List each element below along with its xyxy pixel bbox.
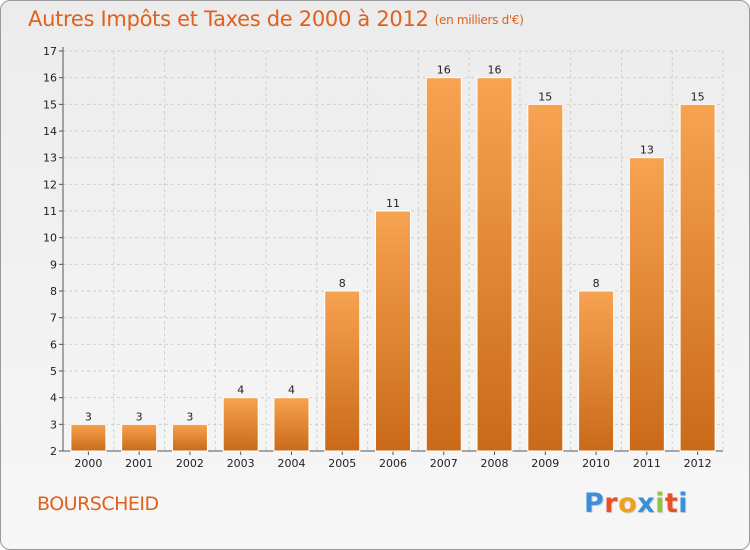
bar xyxy=(476,77,513,452)
region-name: BOURSCHEID xyxy=(37,493,159,515)
x-tick-label: 2002 xyxy=(176,457,204,470)
y-tick-label: 3 xyxy=(50,418,57,431)
x-tick-label: 2003 xyxy=(227,457,255,470)
data-label: 3 xyxy=(85,410,92,423)
x-tick-label: 2011 xyxy=(633,457,661,470)
chart-title: Autres Impôts et Taxes de 2000 à 2012 (en… xyxy=(28,7,524,31)
bar xyxy=(375,210,411,452)
chart-unit: (en milliers d'€) xyxy=(434,13,524,27)
x-tick-label: 2009 xyxy=(531,457,559,470)
data-label: 4 xyxy=(288,384,295,397)
logo-letter: r xyxy=(604,488,619,519)
y-tick-label: 7 xyxy=(50,312,57,325)
data-label: 8 xyxy=(339,277,346,290)
y-tick-label: 16 xyxy=(43,72,57,85)
logo-letter: t xyxy=(664,488,679,519)
y-tick-label: 6 xyxy=(50,338,57,351)
data-label: 15 xyxy=(691,90,705,103)
data-label: 13 xyxy=(640,144,654,157)
y-tick-label: 2 xyxy=(50,445,57,458)
proxiti-logo: Proxiti xyxy=(584,488,688,519)
x-tick-label: 2004 xyxy=(277,457,305,470)
logo-letter: i xyxy=(678,488,689,519)
bar xyxy=(324,290,361,452)
x-tick-label: 2001 xyxy=(125,457,153,470)
y-tick-label: 15 xyxy=(43,98,57,111)
logo-letter: o xyxy=(618,488,638,519)
labels: 2 3 4 5 6 7 8 9 10 11 12 13 14 15 16 17 3 2000 3 2001 3 2002 4… xyxy=(43,45,712,470)
y-tick-label: 4 xyxy=(50,392,57,405)
bar xyxy=(70,423,107,452)
logo-letter: x xyxy=(637,488,656,519)
bar xyxy=(121,423,158,452)
y-tick-label: 11 xyxy=(43,205,57,218)
data-label: 3 xyxy=(136,410,143,423)
data-label: 4 xyxy=(237,384,244,397)
y-tick-label: 12 xyxy=(43,178,57,191)
x-tick-label: 2000 xyxy=(74,457,102,470)
bar xyxy=(578,290,615,452)
logo-letter: i xyxy=(655,488,665,519)
data-label: 11 xyxy=(386,197,400,210)
bar xyxy=(171,423,208,452)
bar xyxy=(273,397,310,452)
y-tick-label: 13 xyxy=(43,152,57,165)
y-tick-label: 5 xyxy=(50,365,57,378)
data-label: 15 xyxy=(538,90,552,103)
x-tick-label: 2006 xyxy=(379,457,407,470)
chart-title-text: Autres Impôts et Taxes de 2000 à 2012 xyxy=(28,7,429,31)
y-tick-label: 10 xyxy=(43,232,57,245)
y-tick-label: 8 xyxy=(50,285,57,298)
y-tick-label: 9 xyxy=(50,258,57,271)
y-tick-label: 14 xyxy=(43,125,57,138)
bar xyxy=(527,103,564,452)
data-label: 16 xyxy=(437,64,451,77)
bar xyxy=(425,77,462,452)
bar xyxy=(628,157,665,452)
logo-letter: P xyxy=(584,488,605,519)
data-label: 8 xyxy=(593,277,600,290)
x-tick-label: 2005 xyxy=(328,457,356,470)
data-label: 3 xyxy=(186,410,193,423)
x-tick-label: 2007 xyxy=(430,457,458,470)
x-tick-label: 2012 xyxy=(684,457,712,470)
bars xyxy=(70,77,716,452)
bar xyxy=(679,103,716,452)
x-tick-label: 2010 xyxy=(582,457,610,470)
bar xyxy=(222,397,259,452)
data-label: 16 xyxy=(488,64,502,77)
y-tick-label: 17 xyxy=(43,45,57,58)
x-tick-label: 2008 xyxy=(481,457,509,470)
